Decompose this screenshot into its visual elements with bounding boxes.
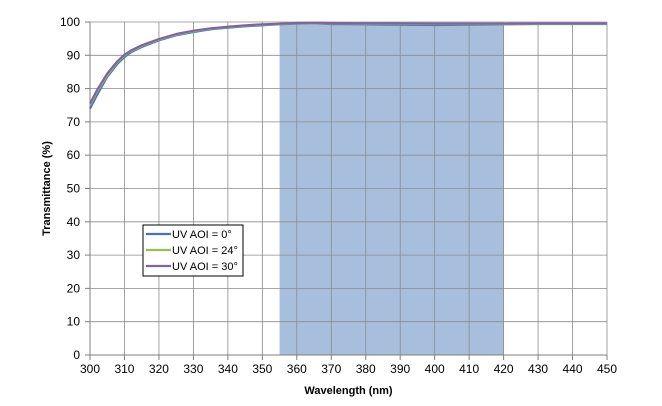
y-tick-label: 60 <box>67 148 81 162</box>
x-tick-label: 410 <box>459 362 479 376</box>
x-tick-label: 330 <box>183 362 203 376</box>
y-tick-label: 10 <box>67 315 81 329</box>
y-tick-label: 30 <box>67 248 81 262</box>
y-tick-label: 20 <box>67 281 81 295</box>
y-tick-label: 0 <box>73 348 80 362</box>
x-tick-label: 400 <box>425 362 445 376</box>
tick-label-layer: 300 310 320 330 340 350 360 370 380 390 400 410 420 4… <box>60 15 617 376</box>
x-tick-label: 320 <box>149 362 169 376</box>
y-tick-label: 80 <box>67 82 81 96</box>
axis-layer <box>85 21 608 360</box>
x-tick-label: 440 <box>563 362 583 376</box>
y-tick-label: 50 <box>67 182 81 196</box>
x-tick-label: 450 <box>597 362 617 376</box>
x-tick-label: 350 <box>252 362 272 376</box>
legend: UV AOI = 0° UV AOI = 24° UV AOI = 30° <box>142 224 244 277</box>
x-tick-label: 390 <box>390 362 410 376</box>
x-axis-title: Wavelength (nm) <box>304 385 393 397</box>
legend-label-2: UV AOI = 24° <box>172 245 238 257</box>
y-tick-label: 90 <box>67 48 81 62</box>
y-tick-label: 70 <box>67 115 81 129</box>
x-tick-label: 420 <box>494 362 514 376</box>
y-tick-label: 100 <box>60 15 80 29</box>
x-tick-label: 370 <box>321 362 341 376</box>
x-tick-label: 340 <box>218 362 238 376</box>
x-tick-label: 430 <box>528 362 548 376</box>
y-axis-title: Transmittance (%) <box>41 141 53 236</box>
x-tick-label: 360 <box>287 362 307 376</box>
legend-label-3: UV AOI = 30° <box>172 261 238 273</box>
series-line-3 <box>89 21 607 105</box>
y-tick-label: 40 <box>67 215 81 229</box>
x-tick-label: 380 <box>356 362 376 376</box>
x-tick-label: 310 <box>114 362 134 376</box>
grid-layer <box>89 21 608 356</box>
x-tick-label: 300 <box>80 362 100 376</box>
legend-label-1: UV AOI = 0° <box>172 229 232 241</box>
series-layer <box>89 21 607 110</box>
